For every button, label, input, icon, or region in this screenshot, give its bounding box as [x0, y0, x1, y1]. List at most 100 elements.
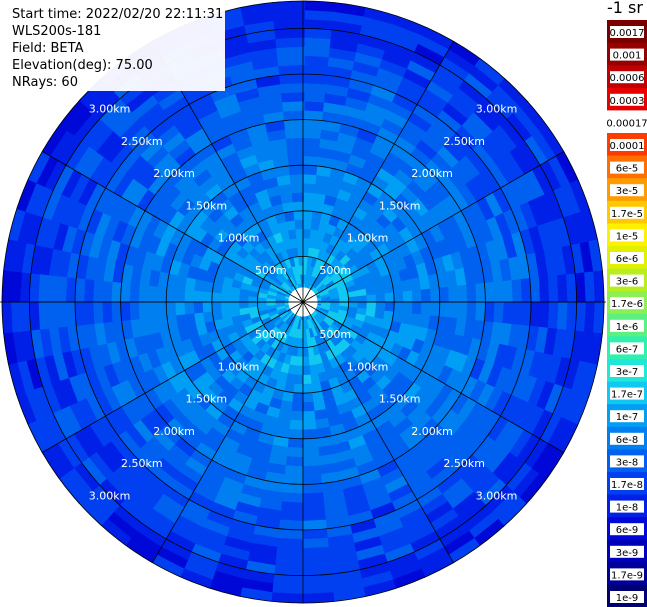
beta-cell	[265, 323, 276, 333]
beta-cell	[310, 257, 318, 268]
beta-cell	[178, 463, 203, 484]
beta-cell	[337, 132, 358, 147]
beta-cell	[79, 346, 95, 373]
beta-cell	[294, 319, 300, 330]
beta-cell	[239, 307, 250, 316]
beta-cell	[259, 353, 272, 366]
beta-cell	[404, 382, 422, 401]
ring-label: 2.00km	[411, 425, 453, 438]
beta-cell	[178, 567, 213, 589]
beta-cell	[339, 475, 363, 490]
beta-cell	[339, 302, 349, 308]
beta-cell	[172, 470, 199, 492]
beta-cell	[477, 361, 495, 385]
beta-cell	[419, 275, 431, 291]
beta-cell	[146, 234, 162, 255]
beta-cell	[276, 307, 287, 314]
beta-cell	[457, 284, 468, 304]
beta-cell	[330, 246, 342, 258]
beta-cell	[325, 368, 337, 381]
beta-cell	[265, 335, 277, 347]
beta-cell	[118, 459, 145, 486]
beta-cell	[472, 472, 500, 501]
beta-cell	[348, 302, 359, 309]
beta-cell	[211, 301, 222, 312]
beta-cell	[390, 491, 418, 512]
beta-cell	[404, 204, 422, 223]
beta-cell	[216, 484, 241, 502]
beta-cell	[349, 443, 370, 459]
beta-cell	[377, 396, 395, 414]
beta-cell	[531, 130, 558, 163]
beta-cell	[319, 272, 328, 282]
beta-cell	[132, 418, 154, 443]
beta-cell	[106, 340, 121, 365]
beta-cell	[180, 179, 201, 199]
beta-cell	[278, 64, 305, 76]
beta-cell	[192, 168, 213, 187]
beta-cell	[138, 283, 149, 302]
colorbar-label-bg	[610, 252, 644, 264]
beta-cell	[97, 342, 113, 367]
beta-cell	[324, 329, 334, 340]
colorbar-label-bg	[610, 26, 644, 38]
beta-cell	[133, 247, 148, 268]
beta-cell	[463, 319, 476, 340]
beta-cell	[475, 302, 486, 323]
beta-cell	[517, 140, 542, 172]
beta-cell	[502, 234, 518, 260]
beta-cell	[184, 312, 196, 327]
beta-cell	[263, 320, 274, 329]
beta-cell	[358, 562, 391, 580]
beta-cell	[317, 311, 327, 319]
beta-cell	[444, 414, 466, 438]
colorbar-label-bg	[610, 478, 644, 490]
beta-cell	[124, 244, 139, 266]
beta-cell	[262, 414, 279, 428]
beta-cell	[193, 311, 205, 325]
beta-cell	[125, 154, 149, 179]
beta-cell	[184, 276, 197, 291]
beta-cell	[146, 348, 162, 369]
beta-cell	[284, 279, 293, 289]
ring-label: 1.00km	[347, 232, 389, 245]
beta-cell	[379, 427, 400, 446]
beta-cell	[186, 324, 199, 339]
beta-cell	[311, 210, 323, 222]
beta-cell	[460, 460, 487, 487]
beta-cell	[177, 353, 193, 371]
beta-cell	[401, 312, 413, 326]
beta-cell	[301, 474, 323, 485]
beta-cell	[347, 435, 367, 451]
ring-label: 2.50km	[121, 135, 163, 148]
beta-cell	[276, 262, 285, 273]
beta-cell	[266, 257, 277, 269]
beta-cell	[354, 412, 372, 428]
beta-cell	[352, 60, 381, 77]
beta-cell	[139, 413, 161, 437]
beta-cell	[151, 500, 180, 524]
beta-cell	[421, 26, 456, 51]
beta-cell	[476, 196, 496, 222]
beta-cell	[96, 414, 119, 442]
beta-cell	[161, 450, 186, 472]
beta-cell	[297, 246, 304, 257]
beta-cell	[189, 542, 222, 563]
beta-cell	[269, 194, 283, 207]
beta-cell	[420, 375, 438, 395]
beta-cell	[297, 274, 302, 285]
beta-cell	[135, 371, 153, 394]
beta-cell	[138, 101, 165, 126]
colorbar-tick: 6e-5	[616, 164, 639, 175]
beta-cell	[269, 444, 288, 457]
beta-cell	[424, 501, 454, 525]
beta-cell	[207, 579, 243, 597]
beta-cell	[269, 283, 280, 291]
beta-cell	[285, 219, 296, 231]
beta-cell	[317, 156, 335, 169]
colorbar-tick: 1e-7	[616, 412, 639, 423]
beta-cell	[280, 82, 305, 94]
beta-cell	[494, 157, 518, 185]
radial-spoke	[152, 301, 304, 563]
beta-cell	[86, 181, 107, 210]
